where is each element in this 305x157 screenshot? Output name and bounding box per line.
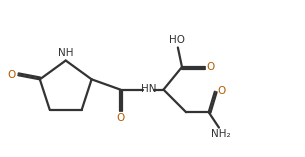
Text: O: O (206, 62, 215, 72)
Text: O: O (217, 86, 226, 96)
Text: NH: NH (59, 48, 74, 58)
Text: NH₂: NH₂ (211, 129, 231, 139)
Text: HO: HO (169, 35, 185, 45)
Text: O: O (8, 70, 16, 80)
Text: O: O (116, 113, 124, 123)
Text: HN: HN (141, 84, 157, 94)
